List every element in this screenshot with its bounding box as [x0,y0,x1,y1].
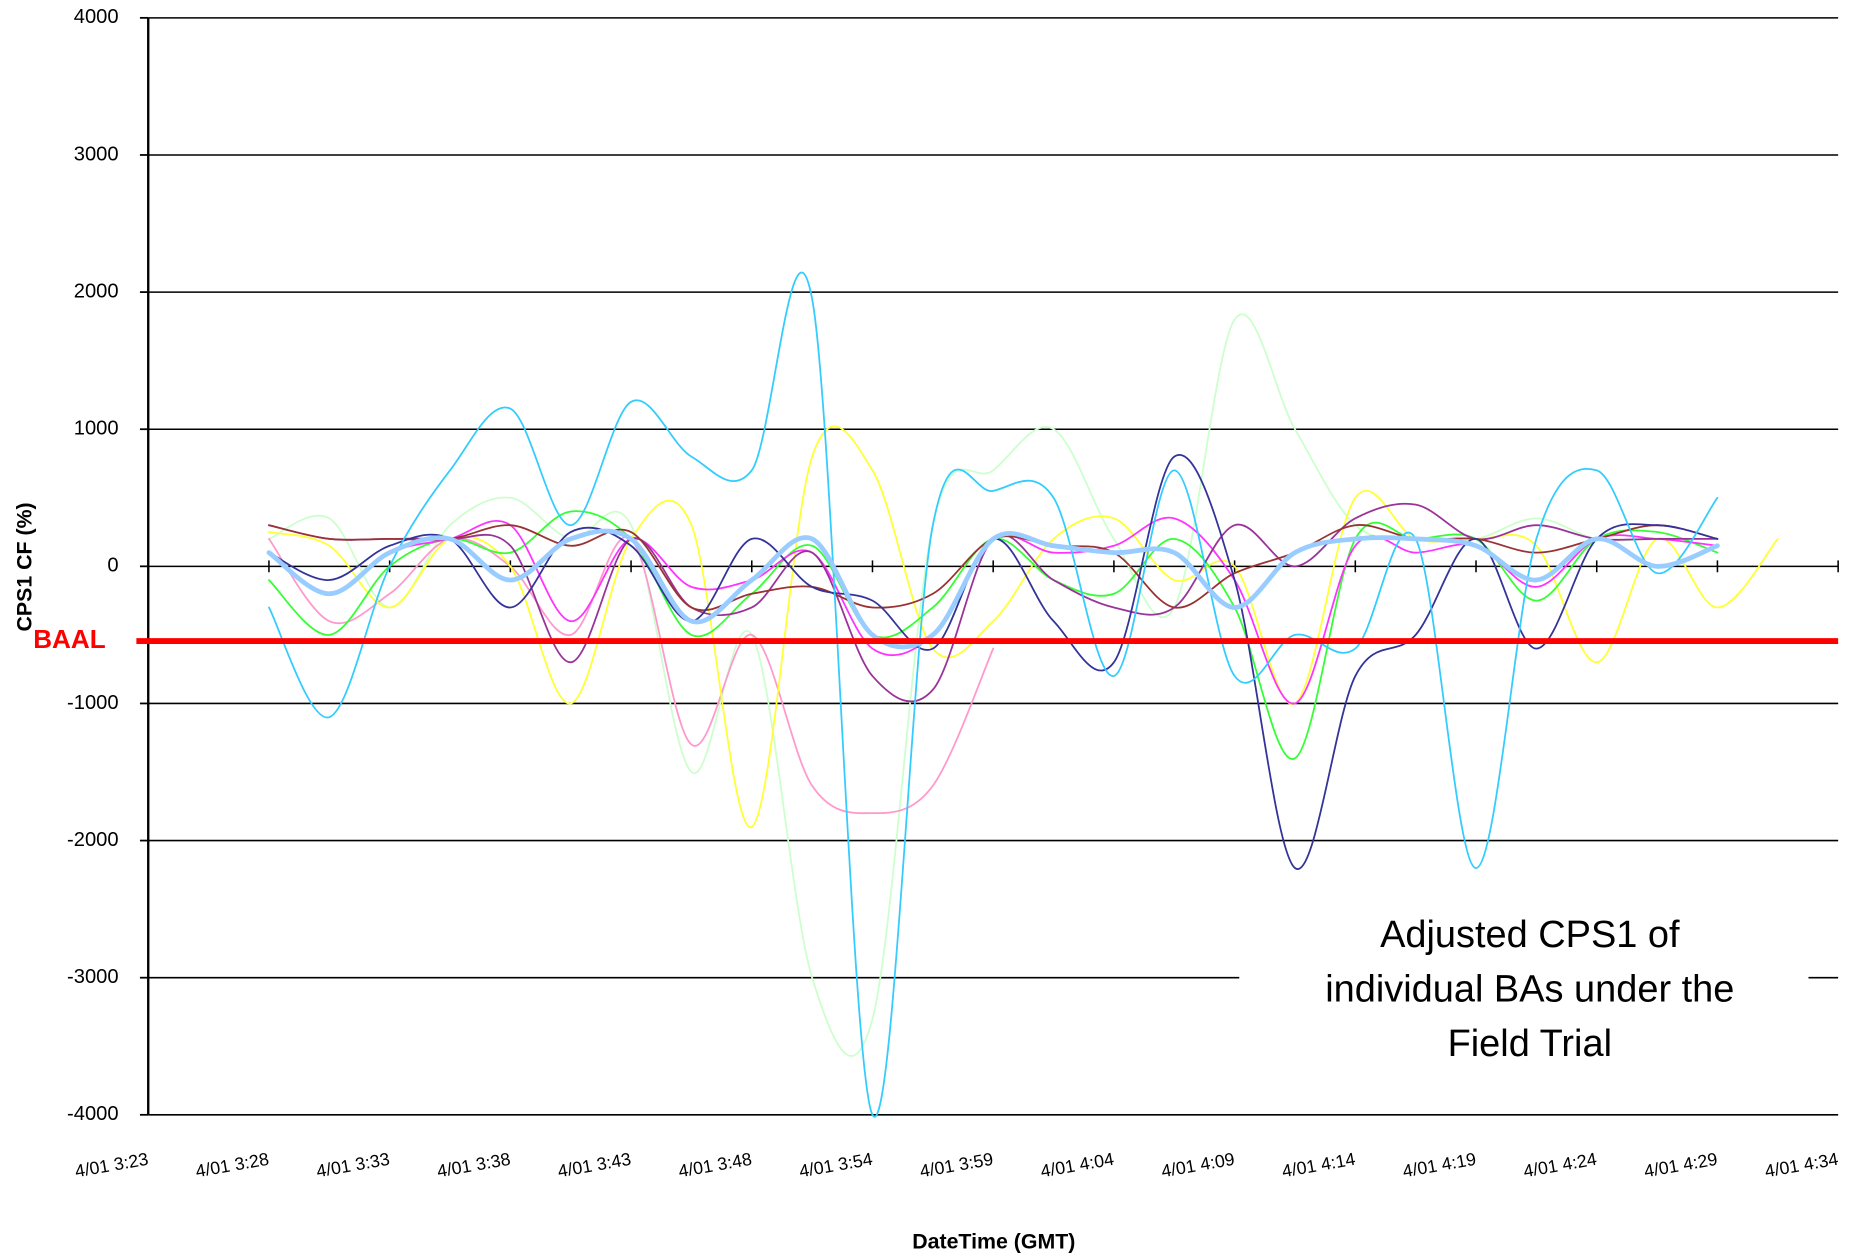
x-tick-label: 4/01 3:23 [73,1149,150,1182]
x-tick-label: 4/01 4:19 [1401,1149,1478,1182]
series-line [268,425,1779,828]
annotation: Adjusted CPS1 of individual BAs under the… [1325,914,1734,1065]
x-tick-label: 4/01 4:29 [1643,1149,1720,1182]
x-axis-label: DateTime (GMT) [912,1230,1075,1254]
series-line [268,535,995,815]
x-tick-label: 4/01 3:33 [315,1149,392,1182]
x-tick-label: 4/01 4:09 [1160,1149,1237,1182]
y-tick-label: 4000 [74,6,119,28]
x-tick-label: 4/01 3:38 [435,1149,512,1182]
x-tick-label: 4/01 3:28 [194,1149,271,1182]
x-tick-label: 4/01 4:14 [1280,1149,1357,1182]
y-axis-label: CPS1 CF (%) [13,502,37,631]
x-tick-label: 4/01 3:59 [918,1149,995,1182]
x-tick-label: 4/01 4:34 [1763,1149,1840,1182]
y-tick-label: -2000 [67,829,119,851]
annotation-box [1239,903,1809,1082]
series-line [268,454,1719,870]
series-line [268,510,1719,760]
annotation-line: Adjusted CPS1 of [1380,914,1680,956]
y-tick-label: 3000 [74,143,119,165]
series-line [268,272,1719,1118]
y-tick-label: 0 [107,555,118,577]
y-tick-label: -1000 [67,692,119,714]
annotation-line: Field Trial [1448,1023,1612,1065]
threshold-label: BAAL [33,624,105,654]
x-tick-label: 4/01 3:48 [677,1149,754,1182]
x-tick-label: 4/01 3:43 [556,1149,633,1182]
annotation-line: individual BAs under the [1325,968,1734,1010]
x-tick-label: 4/01 3:54 [798,1149,875,1182]
series-line [268,502,1719,703]
x-tick-label: 4/01 4:24 [1522,1149,1599,1182]
y-tick-label: -4000 [67,1103,119,1125]
x-tick-label: 4/01 4:04 [1039,1149,1116,1182]
y-tick-label: 2000 [74,280,119,302]
y-tick-label: 1000 [74,418,119,440]
series-line [266,528,1720,650]
y-tick-label: -3000 [67,966,119,988]
